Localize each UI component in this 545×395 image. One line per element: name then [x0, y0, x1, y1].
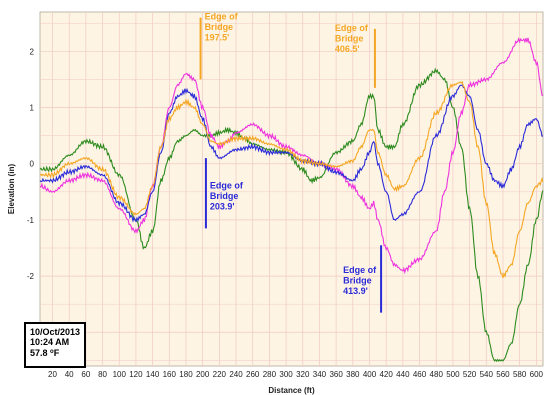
x-tick-label: 220 [213, 370, 227, 379]
bridge-edge-label-line: Bridge [205, 22, 234, 32]
x-tick-label: 200 [196, 370, 210, 379]
x-tick-label: 160 [163, 370, 177, 379]
x-axis-label: Distance (ft) [268, 386, 315, 395]
y-tick-label: 2 [30, 47, 35, 56]
measurement-info-box: 10/Oct/2013 10:24 AM 57.8 oF [24, 322, 86, 368]
degree-symbol: o [50, 349, 54, 355]
x-tick-label: 120 [129, 370, 143, 379]
y-tick-label: -1 [27, 216, 35, 225]
x-tick-label: 320 [296, 370, 310, 379]
series-line-4 [39, 80, 544, 279]
x-tick-label: 420 [379, 370, 393, 379]
plot-area [39, 11, 544, 367]
info-time: 10:24 AM [30, 337, 70, 347]
y-tick-label: -2 [27, 272, 35, 281]
series-line-3 [39, 84, 543, 223]
bridge-edge-label-line: 203.9' [210, 202, 235, 212]
bridge-edge-annotations: Edge of Bridge 197.5'Edge of Bridge 406.5'Ed… [199, 12, 383, 313]
bridge-edge-label-line: 197.5' [205, 33, 230, 43]
x-tick-label: 40 [65, 370, 74, 379]
x-tick-label: 560 [496, 370, 510, 379]
bridge-edge-label: Edge of Bridge 197.5' [205, 12, 239, 43]
y-axis-label: Elevation (in) [7, 164, 16, 215]
bridge-edge-label: Edge of Bridge 413.9' [343, 265, 377, 296]
info-temperature: 57.8 [30, 348, 48, 358]
y-tick-label: 1 [30, 104, 35, 113]
x-tick-label: 300 [279, 370, 293, 379]
x-tick-label: 280 [263, 370, 277, 379]
x-tick-label: 20 [48, 370, 57, 379]
x-tick-label: 440 [396, 370, 410, 379]
x-tick-label: 240 [229, 370, 243, 379]
x-tick-label: 600 [530, 370, 544, 379]
x-tick-label: 400 [363, 370, 377, 379]
bridge-edge-label-line: Edge of [335, 23, 369, 33]
x-tick-label: 540 [480, 370, 494, 379]
x-tick-label: 140 [146, 370, 160, 379]
x-axis-ticks: 20 40 60 80 100 120 140 160 180 200 220 240 260 280 30… [48, 370, 543, 379]
x-tick-label: 360 [329, 370, 343, 379]
grid-lines [40, 12, 543, 366]
series-lines [39, 37, 544, 363]
x-tick-label: 500 [446, 370, 460, 379]
bridge-edge-label-line: Edge of [205, 12, 239, 22]
temperature-unit: F [53, 348, 60, 358]
y-tick-label: 0 [30, 160, 35, 169]
x-tick-label: 100 [113, 370, 127, 379]
x-tick-label: 520 [463, 370, 477, 379]
bridge-edge-label: Edge of Bridge 203.9' [210, 181, 244, 212]
bridge-edge-label-line: Edge of [343, 265, 377, 275]
bridge-edge-label-line: Bridge [210, 191, 239, 201]
x-tick-label: 480 [430, 370, 444, 379]
x-tick-label: 180 [179, 370, 193, 379]
series-line-2 [39, 37, 544, 275]
x-tick-label: 60 [81, 370, 90, 379]
bridge-edge-label-line: 413.9' [343, 286, 368, 296]
x-tick-label: 260 [246, 370, 260, 379]
info-temperature-row: 57.8 oF [30, 347, 80, 358]
bridge-edge-label-line: 406.5' [335, 44, 360, 54]
y-axis-ticks: 210-1-2-3 [27, 47, 35, 337]
bridge-edge-label-line: Edge of [210, 181, 244, 191]
x-tick-label: 580 [513, 370, 527, 379]
x-tick-label: 380 [346, 370, 360, 379]
bridge-edge-label-line: Bridge [335, 33, 364, 43]
x-tick-label: 340 [313, 370, 327, 379]
bridge-edge-label: Edge of Bridge 406.5' [335, 23, 369, 54]
x-tick-label: 80 [98, 370, 107, 379]
info-date: 10/Oct/2013 [30, 327, 81, 337]
x-tick-label: 460 [413, 370, 427, 379]
bridge-edge-label-line: Bridge [343, 275, 372, 285]
